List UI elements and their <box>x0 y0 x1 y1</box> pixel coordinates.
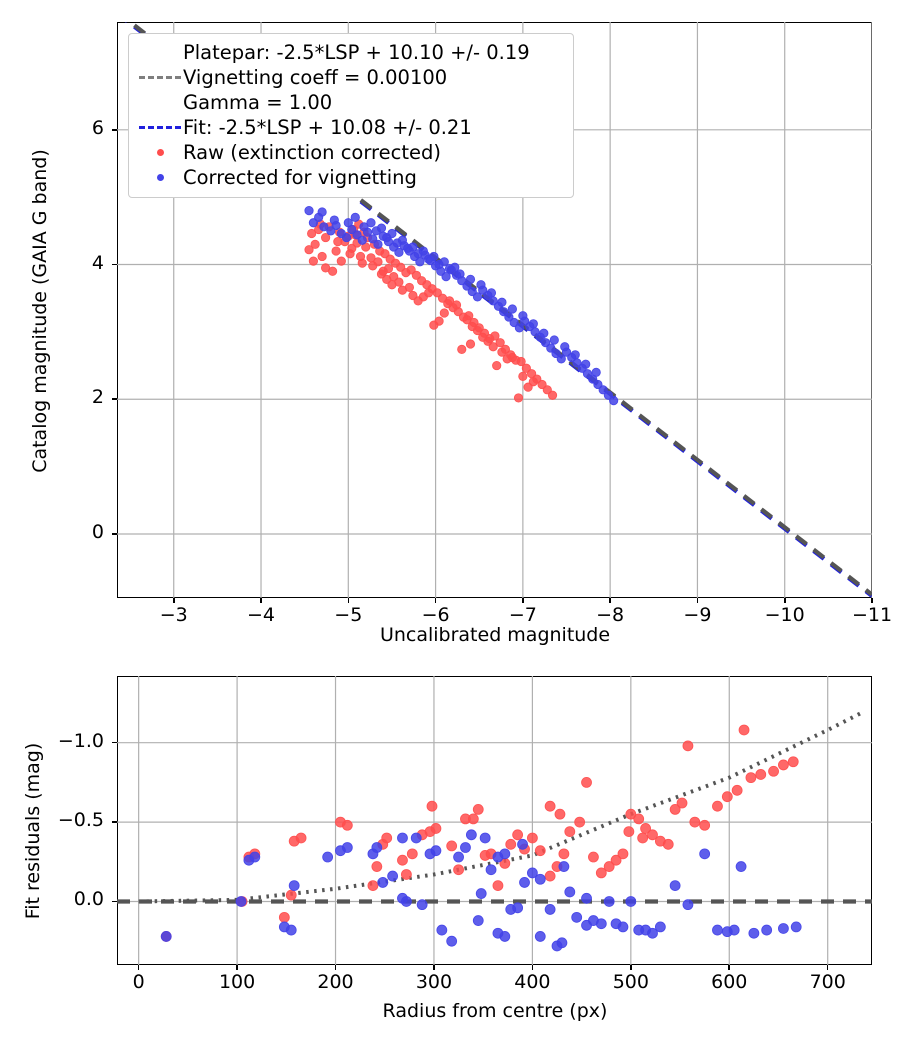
axis-tick-mark <box>112 821 117 823</box>
legend-entry: Platepar: -2.5*LSP + 10.10 +/- 0.19 Vign… <box>137 40 563 115</box>
legend-swatch-raw <box>137 149 183 156</box>
bottom-y-tick: 0.0 <box>73 888 104 911</box>
legend-swatch-fit <box>137 126 183 129</box>
legend: Platepar: -2.5*LSP + 10.10 +/- 0.19 Vign… <box>128 33 574 198</box>
bottom-x-tick: 0 <box>132 971 145 993</box>
axis-tick-mark <box>630 965 632 970</box>
bottom-x-tick: 200 <box>317 971 354 993</box>
bottom-axes-frame <box>117 676 872 965</box>
fit-residuals-plot <box>112 676 872 970</box>
blue-dashed-line-swatch <box>139 126 181 129</box>
axis-tick-mark <box>112 900 117 903</box>
axis-tick-mark <box>609 598 611 603</box>
top-y-axis-label: Catalog magnitude (GAIA G band) <box>29 149 51 473</box>
axis-tick-mark <box>434 598 437 603</box>
top-x-tick: −3 <box>159 604 188 626</box>
axis-tick-mark <box>112 741 117 744</box>
bottom-x-axis-label: Radius from centre (px) <box>382 1000 608 1022</box>
axis-tick-mark <box>522 598 524 603</box>
axis-tick-mark <box>531 965 534 970</box>
top-y-tick: 0 <box>91 521 104 543</box>
legend-entry: Corrected for vignetting <box>137 165 563 190</box>
axis-tick-mark <box>172 598 175 603</box>
legend-label: Corrected for vignetting <box>183 166 417 189</box>
legend-swatch-corrected <box>137 174 183 181</box>
top-x-tick: −5 <box>334 604 363 626</box>
axis-tick-mark <box>347 598 350 603</box>
legend-label: Raw (extinction corrected) <box>183 141 441 164</box>
gray-dashed-line-swatch <box>139 76 181 79</box>
axis-tick-mark <box>112 398 117 401</box>
axis-tick-mark <box>334 965 337 970</box>
top-x-tick: −6 <box>421 604 450 626</box>
top-x-tick: −11 <box>851 604 893 626</box>
bottom-x-tick: 100 <box>218 971 256 993</box>
top-y-tick: 4 <box>91 251 104 274</box>
axis-tick-mark <box>112 263 117 266</box>
axis-tick-mark <box>112 533 117 535</box>
legend-label: Fit: -2.5*LSP + 10.08 +/- 0.21 <box>183 116 472 139</box>
axis-tick-mark <box>137 965 140 970</box>
axis-tick-mark <box>871 598 873 603</box>
top-x-tick: −9 <box>683 604 712 626</box>
red-dot-swatch <box>156 149 164 156</box>
bottom-x-tick: 300 <box>415 971 453 993</box>
top-x-tick: −7 <box>508 604 537 626</box>
bottom-x-tick: 700 <box>809 971 846 993</box>
bottom-x-tick: 400 <box>514 971 551 993</box>
top-y-tick: 2 <box>91 386 104 409</box>
axis-tick-mark <box>112 128 117 131</box>
axis-tick-mark <box>260 598 262 603</box>
axis-tick-mark <box>433 965 435 970</box>
bottom-plot-area <box>117 676 872 965</box>
top-x-tick: −10 <box>764 604 805 626</box>
axis-tick-mark <box>826 965 829 970</box>
top-x-tick: −8 <box>596 604 625 626</box>
axis-tick-mark <box>728 965 731 970</box>
blue-dot-swatch <box>156 174 164 181</box>
axis-tick-mark <box>696 598 699 603</box>
top-y-tick: 6 <box>91 116 104 139</box>
top-x-tick: −4 <box>247 604 276 626</box>
bottom-y-tick: −1.0 <box>57 729 104 752</box>
legend-entry: Fit: -2.5*LSP + 10.08 +/- 0.21 <box>137 115 563 140</box>
axis-tick-mark <box>236 965 238 970</box>
bottom-x-tick: 500 <box>612 971 649 993</box>
bottom-y-tick: −0.5 <box>57 809 104 832</box>
top-x-axis-label: Uncalibrated magnitude <box>379 624 611 646</box>
legend-label: Platepar: -2.5*LSP + 10.10 +/- 0.19 Vign… <box>183 41 530 114</box>
legend-swatch-platepar <box>137 76 183 79</box>
legend-entry: Raw (extinction corrected) <box>137 140 563 165</box>
bottom-x-tick: 600 <box>711 971 748 993</box>
axis-tick-mark <box>783 598 786 603</box>
